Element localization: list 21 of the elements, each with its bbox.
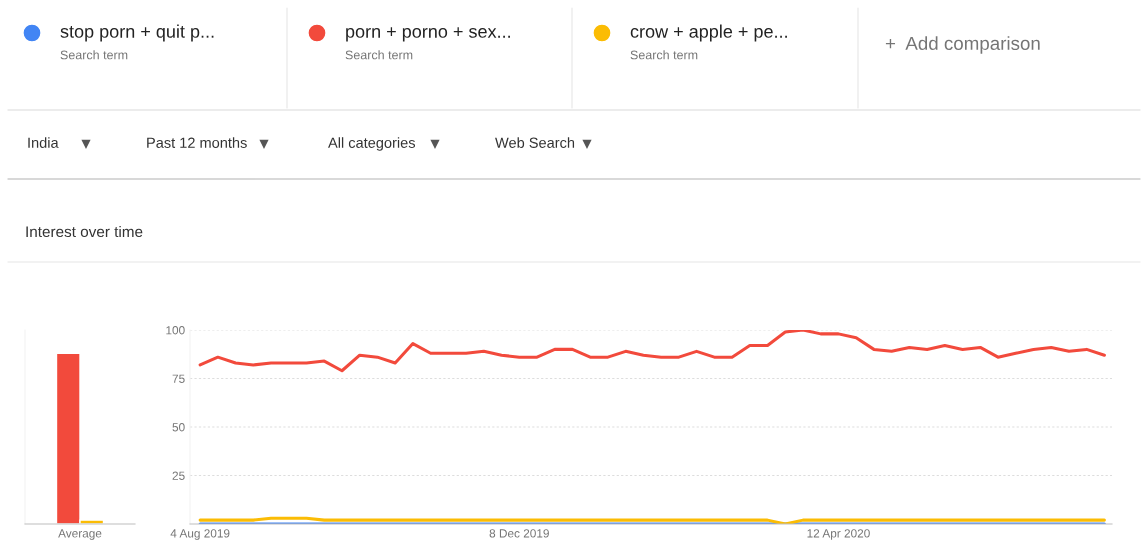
legend-label: porn + porno + sex...: [346, 27, 510, 42]
legend-label: stop porn + quit p...: [60, 24, 214, 42]
line-series: [198, 330, 1106, 373]
text: Search term: [630, 50, 698, 60]
text: Search term: [60, 50, 128, 60]
text: Past 12 months: [147, 137, 247, 148]
text: All categories: [328, 137, 416, 151]
x-tick-label: Average: [58, 529, 102, 540]
text: Search term: [345, 50, 413, 60]
x-tick-label: 4 Aug 2019: [170, 529, 230, 540]
x-tick-label: 12 Apr 2020: [807, 529, 870, 540]
text: India: [28, 137, 59, 148]
y-tick-label: 100: [166, 326, 185, 335]
text: Web Search: [495, 137, 575, 148]
y-tick-label: 75: [172, 374, 185, 383]
text: Interest over time: [26, 225, 143, 238]
text: + Add comparison: [885, 36, 1040, 54]
y-tick-label: 25: [172, 471, 185, 480]
legend-label: crow + apple + pe...: [630, 24, 787, 42]
y-tick-label: 50: [172, 423, 185, 432]
x-tick-label: 8 Dec 2019: [489, 529, 549, 538]
